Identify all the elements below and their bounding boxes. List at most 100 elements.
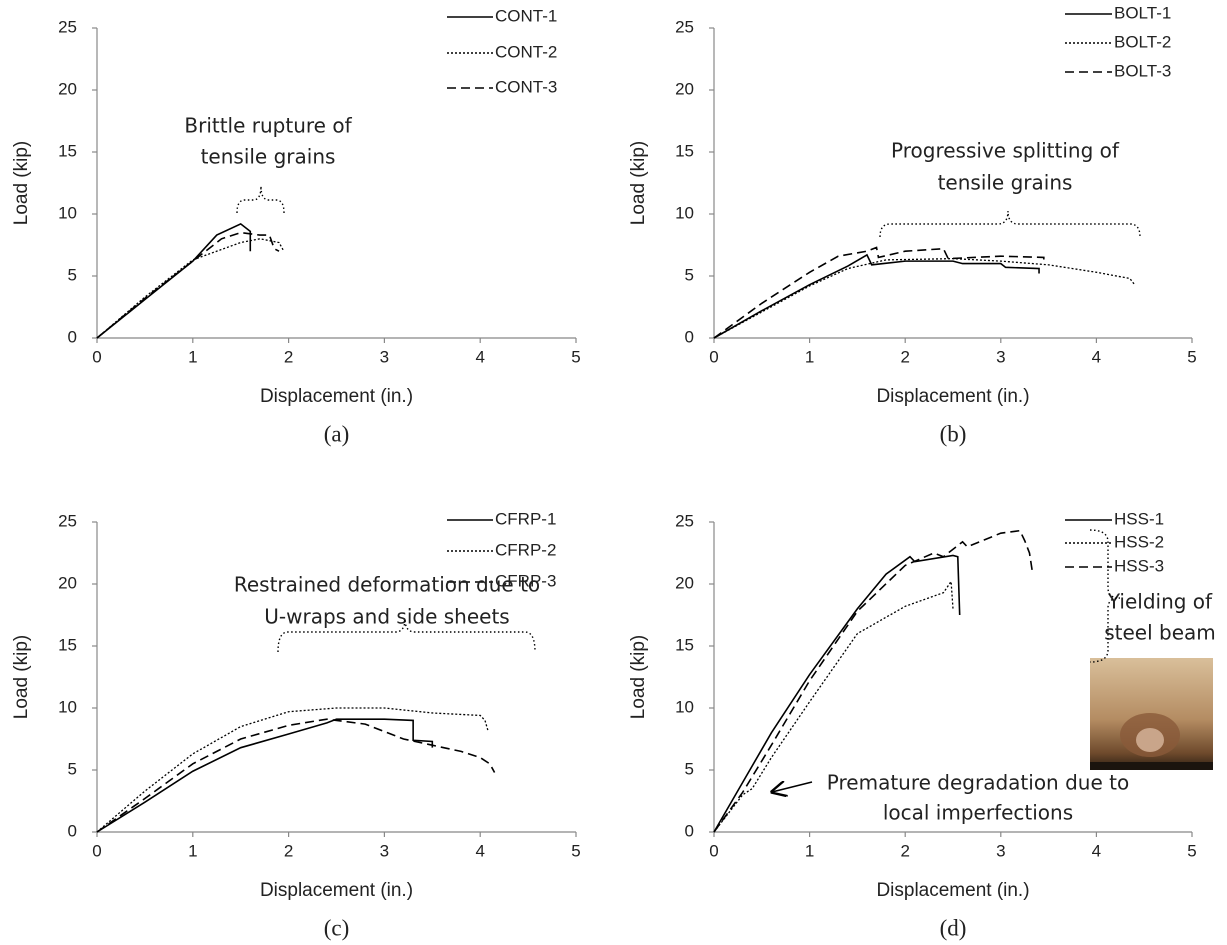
y-tick-label: 0 [685, 327, 694, 346]
data-line [713, 554, 961, 833]
x-axis-title: Displacement (in.) [876, 386, 1029, 407]
y-axis-title: Load (kip) [11, 635, 32, 720]
x-tick-label: 3 [996, 841, 1005, 860]
x-tick-label: 5 [571, 347, 580, 366]
data-line [96, 222, 252, 339]
data-line [96, 718, 496, 833]
x-tick-label: 0 [709, 347, 718, 366]
y-tick-label: 25 [58, 511, 77, 530]
legend-label: CONT-1 [495, 6, 557, 25]
y-tick-label: 15 [58, 635, 77, 654]
annotation: U-wraps and side sheets [264, 605, 509, 629]
annotation: steel beam [1104, 621, 1216, 645]
x-tick-label: 1 [805, 347, 814, 366]
x-tick-label: 4 [475, 841, 484, 860]
y-tick-label: 15 [58, 141, 77, 160]
x-tick-label: 5 [1187, 841, 1196, 860]
data-line [96, 231, 280, 339]
x-tick-label: 1 [188, 841, 197, 860]
x-tick-label: 0 [92, 841, 101, 860]
y-tick-label: 5 [68, 759, 77, 778]
legend-label: BOLT-1 [1114, 3, 1171, 22]
legend-label: HSS-2 [1114, 532, 1164, 551]
data-line [96, 238, 285, 339]
x-tick-label: 5 [1187, 347, 1196, 366]
caption: (b) [940, 421, 967, 446]
y-axis-title: Load (kip) [11, 141, 32, 226]
x-tick-label: 2 [900, 347, 909, 366]
annotation: tensile grains [938, 171, 1073, 195]
brace [277, 618, 536, 653]
annotation: Progressive splitting of [891, 139, 1120, 163]
x-tick-label: 0 [709, 841, 718, 860]
legend-label: CONT-3 [495, 77, 557, 96]
x-tick-label: 2 [284, 841, 293, 860]
x-tick-label: 0 [92, 347, 101, 366]
data-line [713, 257, 1136, 339]
y-tick-label: 20 [675, 79, 694, 98]
legend-label: CFRP-3 [495, 571, 556, 590]
caption: (a) [324, 421, 350, 446]
y-tick-label: 0 [685, 821, 694, 840]
y-tick-label: 10 [58, 203, 77, 222]
legend-label: BOLT-2 [1114, 32, 1171, 51]
brace [236, 185, 285, 214]
data-line [96, 707, 489, 833]
y-tick-label: 10 [675, 697, 694, 716]
data-line [713, 579, 954, 833]
x-tick-label: 4 [1092, 841, 1101, 860]
y-tick-label: 5 [685, 265, 694, 284]
arrow [772, 782, 813, 792]
legend-label: CFRP-1 [495, 509, 556, 528]
data-line [713, 529, 1034, 833]
x-tick-label: 1 [188, 347, 197, 366]
y-tick-label: 5 [68, 265, 77, 284]
annotation: tensile grains [201, 145, 336, 169]
y-tick-label: 0 [68, 821, 77, 840]
legend-label: HSS-3 [1114, 556, 1164, 575]
y-tick-label: 25 [58, 17, 77, 36]
annotation: Premature degradation due to [827, 771, 1129, 795]
y-tick-label: 15 [675, 141, 694, 160]
x-tick-label: 3 [380, 841, 389, 860]
y-tick-label: 20 [675, 573, 694, 592]
caption: (c) [324, 915, 350, 940]
y-tick-label: 20 [58, 573, 77, 592]
x-tick-label: 3 [380, 347, 389, 366]
legend-label: CONT-2 [495, 42, 557, 61]
y-tick-label: 10 [58, 697, 77, 716]
legend-label: CFRP-2 [495, 540, 556, 559]
x-tick-label: 4 [475, 347, 484, 366]
data-line [713, 246, 1045, 339]
x-tick-label: 2 [900, 841, 909, 860]
x-tick-label: 3 [996, 347, 1005, 366]
x-tick-label: 2 [284, 347, 293, 366]
data-line [713, 253, 1040, 339]
legend-label: HSS-1 [1114, 509, 1164, 528]
x-tick-label: 4 [1092, 347, 1101, 366]
caption: (d) [940, 915, 967, 940]
data-line [96, 718, 434, 833]
x-axis-title: Displacement (in.) [260, 386, 413, 407]
annotation: Brittle rupture of [184, 114, 352, 138]
y-tick-label: 0 [68, 327, 77, 346]
y-tick-label: 5 [685, 759, 694, 778]
annotation: Yielding of [1107, 590, 1213, 614]
y-tick-label: 20 [58, 79, 77, 98]
y-tick-label: 25 [675, 511, 694, 530]
annotation: local imperfections [883, 801, 1073, 825]
y-axis-title: Load (kip) [628, 141, 649, 226]
brace [879, 210, 1141, 238]
brace [1089, 529, 1121, 663]
x-tick-label: 5 [571, 841, 580, 860]
annotation: Restrained deformation due to [234, 573, 540, 597]
y-tick-label: 25 [675, 17, 694, 36]
legend-label: BOLT-3 [1114, 61, 1171, 80]
x-axis-title: Displacement (in.) [876, 880, 1029, 901]
y-tick-label: 10 [675, 203, 694, 222]
x-axis-title: Displacement (in.) [260, 880, 413, 901]
specimen-photo [1090, 658, 1213, 770]
x-tick-label: 1 [805, 841, 814, 860]
